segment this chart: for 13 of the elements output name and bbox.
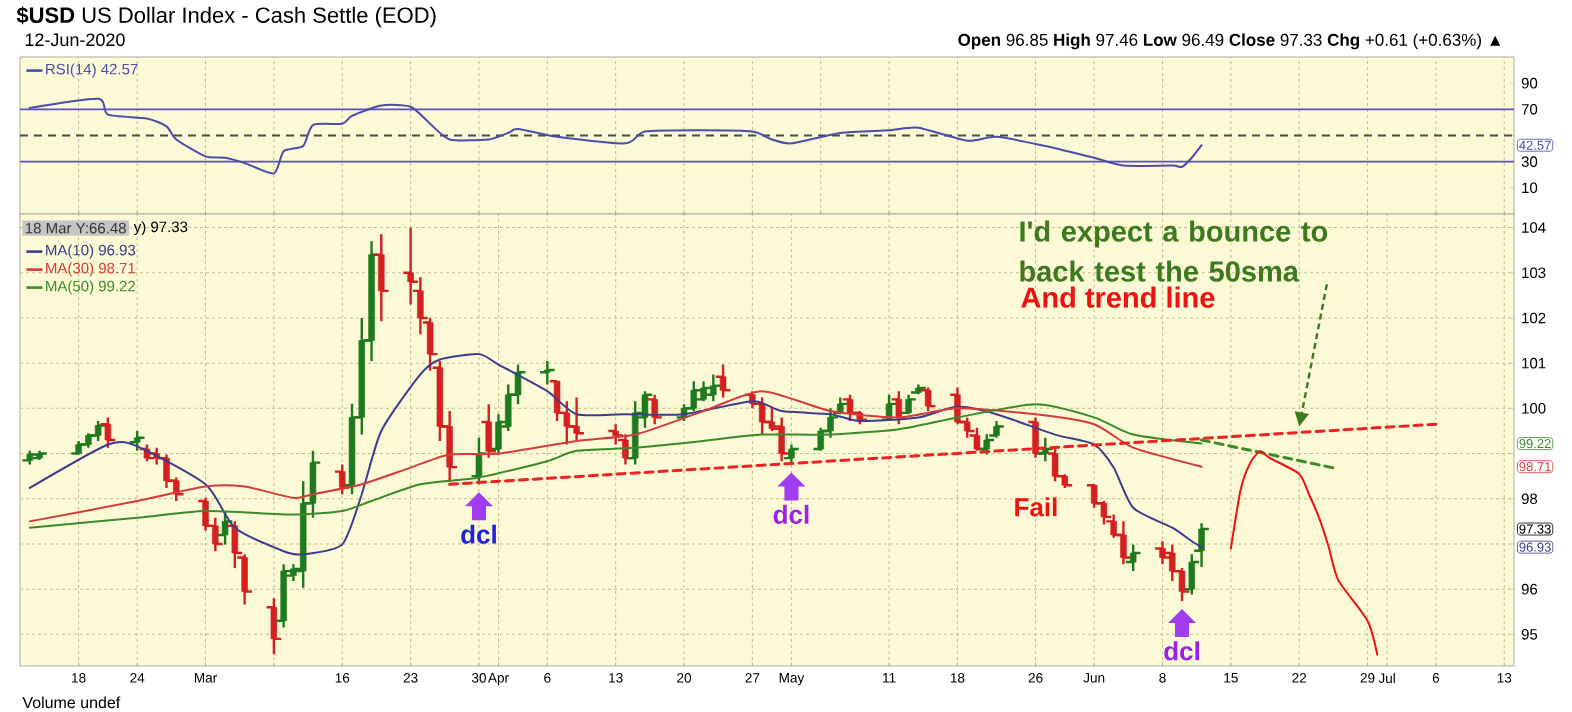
annotation: dcl: [461, 524, 496, 544]
chart-title: $USD US Dollar Index - Cash Settle (EOD): [16, 6, 436, 28]
annotation: And trend line: [1021, 286, 1215, 308]
text: Volume undef: [22, 696, 121, 709]
line-series: [28, 353, 1203, 556]
annotation: I'd expect a bounce to back test the 50sma: [1020, 220, 1328, 282]
chart-subtitle: 12-Jun-2020: [25, 33, 125, 47]
annotation: dcl: [1164, 641, 1199, 661]
text: Open 96.85 High 97.46 Low 96.49 Close 97.33 Chg +0.61 (+0.63%) ▲: [958, 33, 1501, 50]
line-series: [28, 97, 1203, 175]
annotation: Fail: [1015, 497, 1057, 517]
line-series: [1229, 450, 1379, 656]
annotation: dcl: [773, 504, 809, 524]
